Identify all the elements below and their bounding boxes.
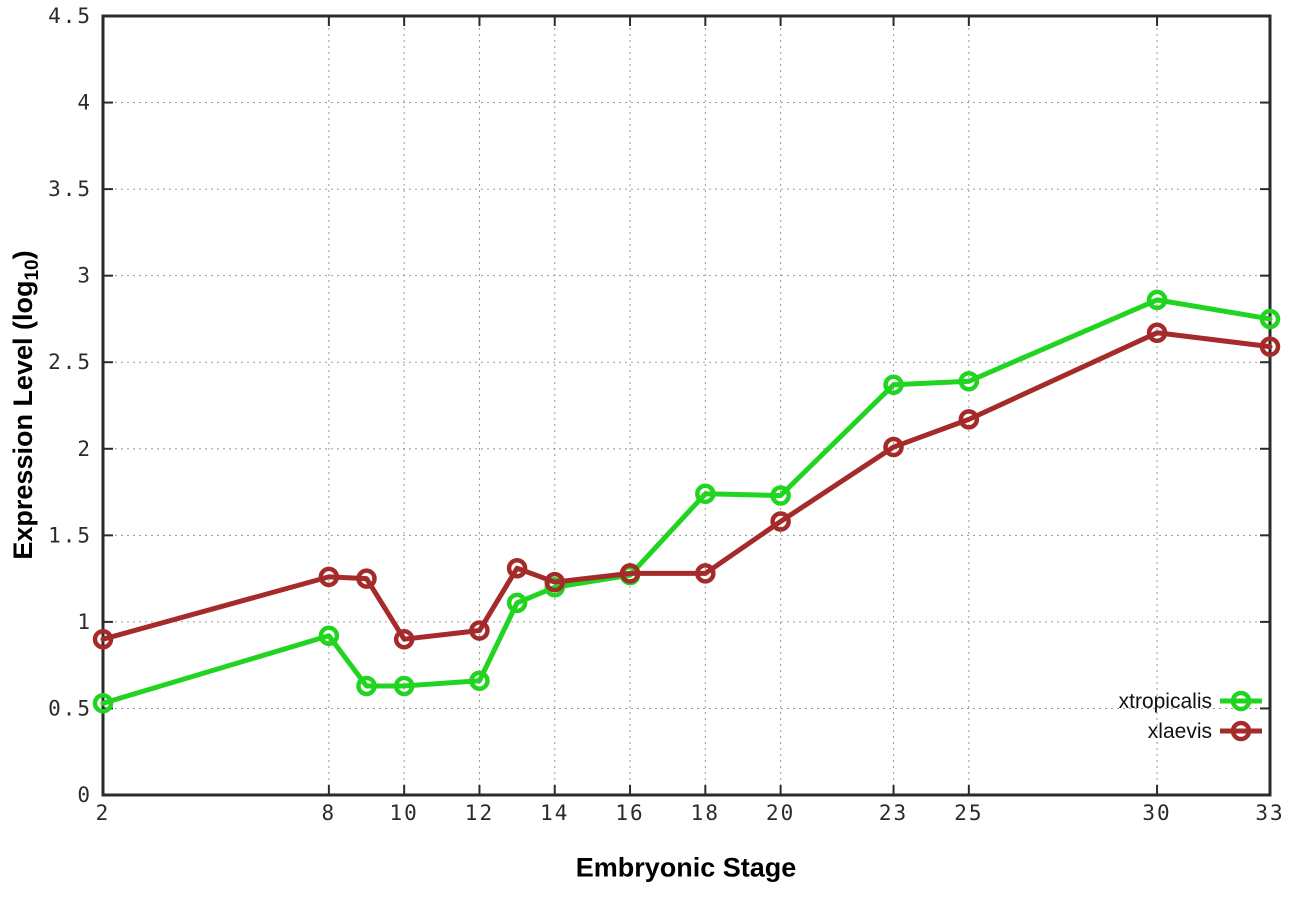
data-point-xlaevis — [883, 436, 904, 458]
data-point-xlaevis — [318, 566, 340, 588]
y-axis-title-text: Expression Level (log — [7, 280, 38, 560]
data-point-xlaevis — [958, 409, 980, 430]
data-point-xtropicalis — [883, 374, 904, 395]
x-tick-label: 30 — [1142, 801, 1171, 825]
legend-label-xtropicalis: xtropicalis — [1119, 690, 1212, 713]
x-axis-title: Embryonic Stage — [575, 852, 797, 883]
y-axis-title-subscript: 10 — [22, 259, 44, 281]
data-point-xtropicalis — [318, 625, 340, 646]
x-tick-label: 20 — [766, 801, 795, 825]
y-tick-label: 0.5 — [48, 696, 92, 720]
x-tick-label: 33 — [1255, 801, 1284, 825]
x-tick-label: 25 — [954, 801, 983, 825]
x-tick-label: 12 — [465, 801, 494, 825]
data-point-xlaevis — [1146, 322, 1168, 344]
data-point-xtropicalis — [92, 693, 114, 714]
legend-sample-marker-xtropicalis — [1230, 690, 1252, 712]
series-line-xlaevis — [100, 330, 1273, 642]
data-point-xtropicalis — [506, 592, 528, 614]
data-point-xlaevis — [770, 511, 791, 532]
y-tick-label: 3 — [77, 264, 92, 288]
y-tick-label: 2.5 — [48, 350, 92, 374]
data-point-xtropicalis — [1146, 289, 1168, 311]
y-tick-label: 3.5 — [48, 177, 92, 201]
y-tick-label: 1.5 — [48, 523, 92, 547]
y-axis-title: Expression Level (log10) — [8, 250, 44, 559]
data-point-xtropicalis — [958, 371, 980, 392]
y-tick-label: 4 — [77, 91, 92, 115]
data-point-xtropicalis — [393, 675, 415, 697]
y-tick-label: 2 — [77, 437, 92, 461]
x-tick-label: 2 — [96, 801, 111, 825]
legend-label-xlaevis: xlaevis — [1148, 720, 1212, 743]
x-tick-label: 10 — [390, 801, 419, 825]
x-tick-label: 8 — [322, 801, 337, 825]
y-axis-title-close: ) — [7, 250, 38, 260]
y-tick-label: 4.5 — [48, 4, 92, 28]
x-tick-label: 14 — [540, 801, 569, 825]
legend-sample-marker-xlaevis — [1230, 720, 1252, 742]
data-point-xlaevis — [393, 628, 415, 650]
data-point-xtropicalis — [770, 485, 791, 506]
x-tick-label: 16 — [615, 801, 644, 825]
data-point-xlaevis — [544, 571, 565, 593]
data-point-xlaevis — [469, 620, 490, 641]
data-point-xlaevis — [356, 568, 377, 589]
data-point-xlaevis — [92, 628, 114, 650]
data-point-xtropicalis — [356, 675, 377, 697]
x-tick-label: 23 — [879, 801, 908, 825]
data-point-xtropicalis — [695, 483, 716, 505]
data-point-xlaevis — [619, 563, 641, 584]
y-tick-label: 1 — [77, 610, 92, 634]
data-point-xlaevis — [506, 557, 528, 579]
plot-border — [101, 14, 1272, 797]
data-point-xlaevis — [1259, 336, 1281, 357]
x-tick-label: 18 — [691, 801, 720, 825]
data-point-xtropicalis — [1259, 308, 1281, 330]
data-point-xtropicalis — [469, 670, 490, 691]
y-tick-label: 0 — [77, 783, 92, 807]
data-point-xlaevis — [695, 563, 716, 584]
